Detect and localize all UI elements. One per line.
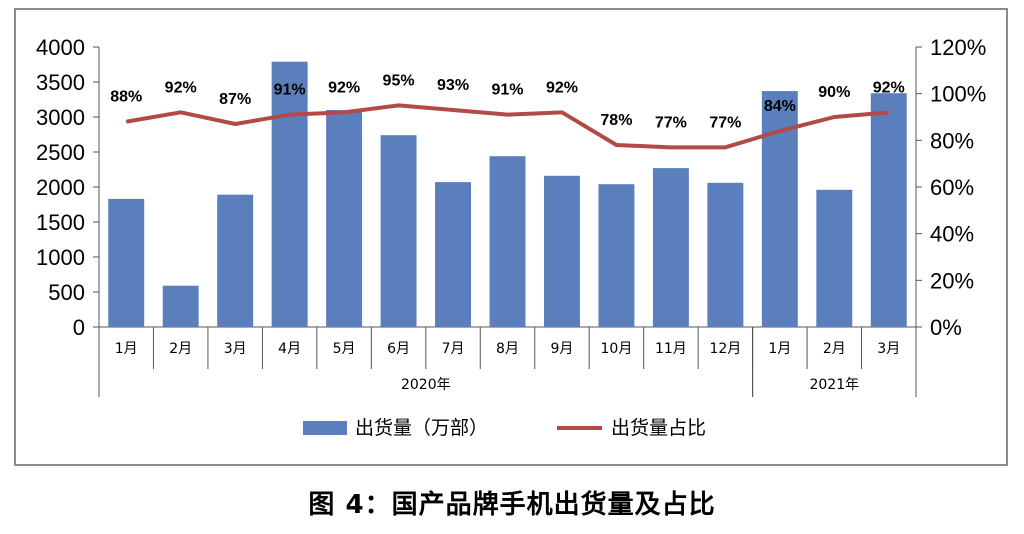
x-category-label: 10月 bbox=[601, 341, 633, 357]
share-data-label: 77% bbox=[655, 114, 687, 131]
bar-shipment bbox=[217, 194, 254, 327]
bar-shipment bbox=[816, 189, 853, 327]
x-category-label: 12月 bbox=[709, 341, 741, 357]
y-left-tick-label: 3000 bbox=[36, 105, 85, 130]
share-data-label: 92% bbox=[546, 79, 578, 96]
share-data-label: 92% bbox=[165, 79, 197, 96]
y-left-tick-label: 500 bbox=[48, 280, 85, 305]
y-left-tick-label: 4000 bbox=[36, 35, 85, 60]
x-category-label: 5月 bbox=[333, 341, 356, 357]
x-category-label: 1月 bbox=[115, 341, 138, 357]
share-data-label: 88% bbox=[110, 89, 142, 106]
share-data-label: 90% bbox=[818, 84, 850, 101]
y-right-tick-label: 80% bbox=[930, 128, 974, 153]
x-category-label: 3月 bbox=[877, 341, 900, 357]
bar-shipment bbox=[598, 184, 635, 327]
y-left-tick-label: 3500 bbox=[36, 70, 85, 95]
bar-shipment bbox=[380, 135, 417, 327]
bar-shipment bbox=[489, 156, 526, 327]
legend-label-line: 出货量占比 bbox=[611, 417, 706, 439]
legend-label-bar: 出货量（万部） bbox=[355, 417, 488, 439]
bar-shipment bbox=[435, 182, 472, 327]
y-left-tick-label: 1000 bbox=[36, 245, 85, 270]
y-right-tick-label: 20% bbox=[930, 268, 974, 293]
x-category-label: 8月 bbox=[496, 341, 519, 357]
bar-shipment bbox=[870, 93, 907, 327]
x-category-label: 7月 bbox=[442, 341, 465, 357]
share-data-label: 91% bbox=[274, 82, 306, 99]
y-right-tick-label: 0% bbox=[930, 315, 962, 340]
bar-shipment bbox=[108, 198, 145, 327]
year-group-label: 2021年 bbox=[809, 377, 859, 393]
share-data-label: 95% bbox=[383, 72, 415, 89]
y-right-tick-label: 60% bbox=[930, 175, 974, 200]
y-left-tick-label: 0 bbox=[73, 315, 85, 340]
x-category-label: 6月 bbox=[387, 341, 410, 357]
bar-shipment bbox=[271, 61, 308, 327]
share-data-label: 93% bbox=[437, 77, 469, 94]
share-data-label: 92% bbox=[328, 79, 360, 96]
year-group-label: 2020年 bbox=[401, 377, 451, 393]
share-data-label: 87% bbox=[219, 91, 251, 108]
bar-shipment bbox=[162, 285, 199, 327]
figure-caption: 图 4：国产品牌手机出货量及占比 bbox=[308, 490, 716, 520]
share-data-label: 77% bbox=[709, 114, 741, 131]
share-data-label: 91% bbox=[491, 82, 523, 99]
line-share bbox=[125, 103, 889, 150]
x-category-label: 4月 bbox=[278, 341, 301, 357]
share-data-label: 84% bbox=[764, 98, 796, 115]
bar-shipment bbox=[707, 182, 744, 327]
y-right-tick-label: 100% bbox=[930, 82, 986, 107]
x-category-label: 1月 bbox=[768, 341, 791, 357]
y-left-tick-label: 2500 bbox=[36, 140, 85, 165]
y-right-tick-label: 40% bbox=[930, 222, 974, 247]
y-left-tick-label: 1500 bbox=[36, 210, 85, 235]
y-left-tick-label: 2000 bbox=[36, 175, 85, 200]
bar-shipment bbox=[652, 168, 689, 327]
combo-chart: 0 500 1000 1500 2000 2500 3000 3500 4000 0% 20% 40%… bbox=[36, 35, 986, 439]
legend-swatch-bar bbox=[303, 421, 347, 435]
x-category-label: 11月 bbox=[655, 341, 687, 357]
x-category-label: 3月 bbox=[224, 341, 247, 357]
share-data-label: 78% bbox=[600, 112, 632, 129]
x-category-label: 9月 bbox=[551, 341, 574, 357]
share-data-label: 92% bbox=[873, 79, 905, 96]
bar-shipment bbox=[543, 175, 580, 327]
x-category-label: 2月 bbox=[169, 341, 192, 357]
y-right-tick-label: 120% bbox=[930, 35, 986, 60]
bar-shipment bbox=[326, 110, 363, 327]
x-category-label: 2月 bbox=[823, 341, 846, 357]
